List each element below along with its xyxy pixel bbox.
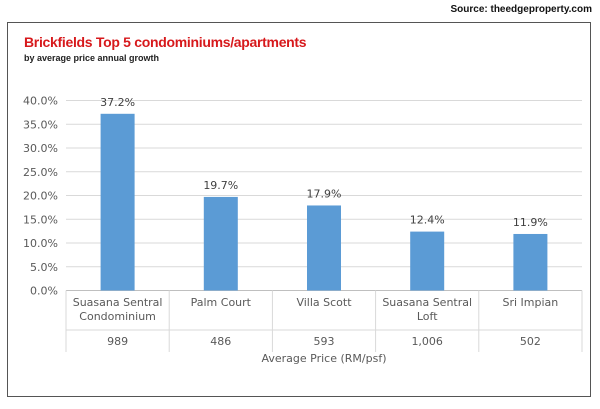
chart-frame	[7, 22, 591, 397]
data-label: 11.9%	[513, 216, 548, 229]
bar	[307, 205, 341, 291]
bar	[100, 113, 135, 291]
price-label: 989	[107, 335, 128, 348]
y-tick-label: 30.0%	[23, 142, 58, 155]
data-label: 37.2%	[100, 96, 135, 109]
price-label: 1,006	[411, 335, 443, 348]
price-label: 502	[520, 335, 541, 348]
y-tick-label: 15.0%	[23, 213, 58, 226]
data-label: 19.7%	[203, 179, 238, 192]
category-label: Suasana Sentral	[73, 296, 163, 309]
chart-subtitle: by average price annual growth	[24, 53, 160, 63]
y-tick-label: 40.0%	[23, 95, 58, 108]
category-label: Loft	[417, 310, 438, 323]
y-tick-label: 25.0%	[23, 166, 58, 179]
y-tick-label: 5.0%	[30, 261, 58, 274]
chart-title: Brickfields Top 5 condominiums/apartment…	[24, 34, 307, 50]
x-axis-title: Average Price (RM/psf)	[261, 352, 386, 365]
category-label: Condominium	[79, 310, 156, 323]
source-credit: Source: theedgeproperty.com	[450, 4, 592, 15]
price-label: 486	[210, 335, 231, 348]
bar	[513, 233, 548, 291]
y-tick-label: 35.0%	[23, 118, 58, 131]
y-tick-label: 0.0%	[30, 285, 58, 298]
y-tick-label: 10.0%	[23, 237, 58, 250]
category-label: Villa Scott	[296, 296, 352, 309]
category-label: Suasana Sentral	[382, 296, 472, 309]
category-label: Palm Court	[191, 296, 252, 309]
data-label: 17.9%	[307, 187, 342, 200]
bar	[203, 196, 238, 291]
y-tick-label: 20.0%	[23, 190, 58, 203]
bar	[410, 231, 445, 291]
price-label: 593	[314, 335, 335, 348]
data-label: 12.4%	[410, 214, 445, 227]
category-label: Sri Impian	[503, 296, 559, 309]
